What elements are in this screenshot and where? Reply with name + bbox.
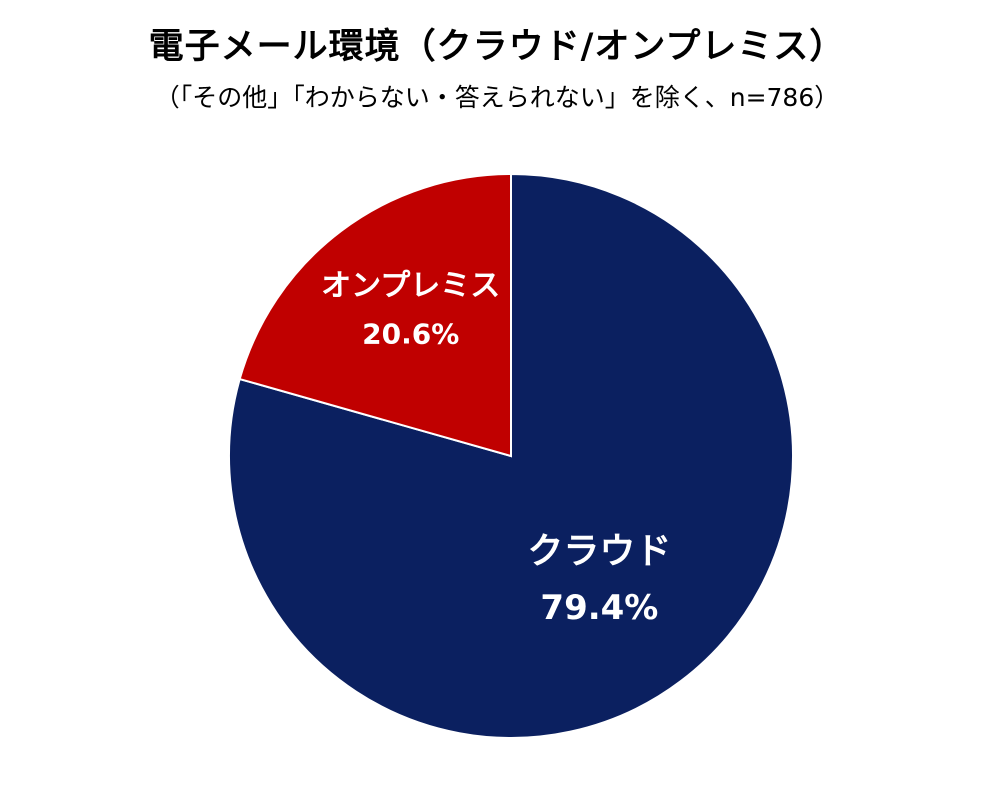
slice-label-on-premises: オンプレミス	[321, 268, 500, 303]
chart-subtitle: （「その他」「わからない・答えられない」を除く、n=786）	[154, 83, 840, 112]
chart-title: 電子メール環境（クラウド/オンプレミス）	[148, 27, 846, 67]
slice-value-on-premises: 20.6%	[362, 317, 459, 350]
slice-value-cloud: 79.4%	[540, 588, 658, 628]
pie-slice-on-premises	[238, 172, 512, 458]
slice-label-cloud: クラウド	[527, 531, 671, 572]
